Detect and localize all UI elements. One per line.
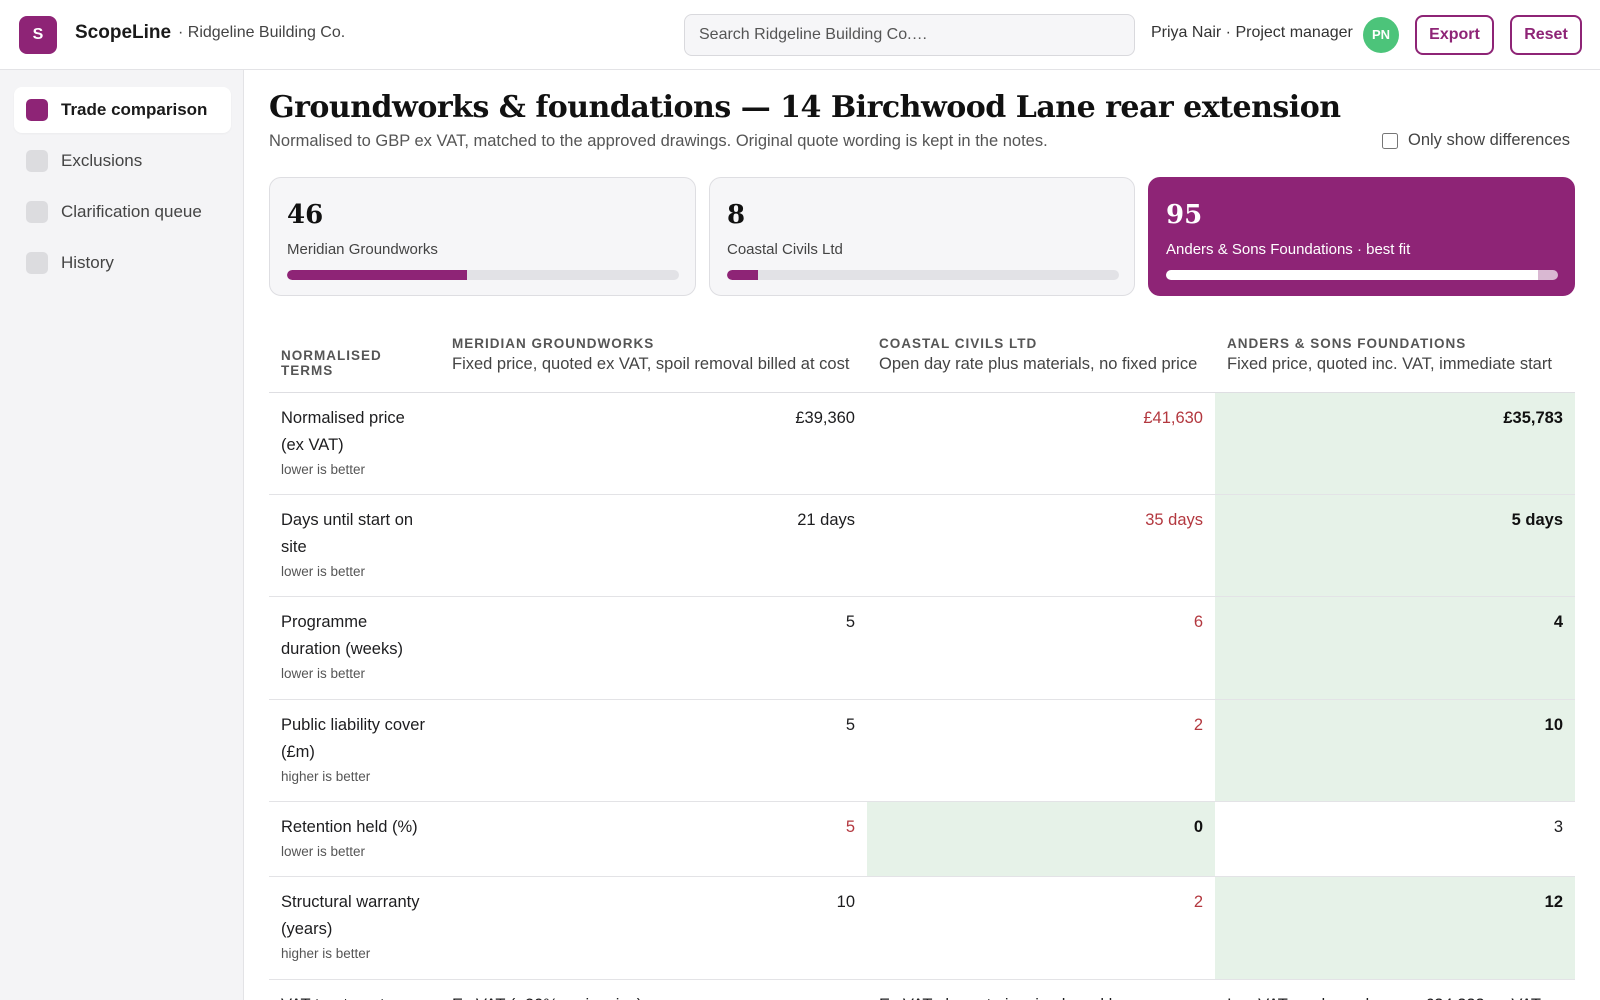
table-row: Days until start on site lower is better 2… [269, 494, 1575, 597]
value-cell: 5 [440, 596, 867, 700]
sidebar-item-label: Exclusions [61, 151, 143, 170]
term-cell: Days until start on site lower is better [269, 494, 440, 597]
supplier-name: Anders & Sons Foundations · best fit [1166, 241, 1411, 258]
only-differences-checkbox[interactable] [1382, 132, 1398, 149]
best-value-cell: 0 [867, 801, 1215, 877]
supplier-name: Meridian Groundworks [287, 241, 438, 258]
term-label: VAT treatment [281, 996, 385, 1000]
sidebar-item-clarification-queue[interactable]: Clarification queue [14, 189, 231, 235]
best-value-cell: 5 days [1215, 494, 1575, 597]
term-hint: higher is better [281, 946, 371, 961]
worst-value-cell: 5 [440, 801, 867, 877]
supplier-column-header: ANDERS & SONS FOUNDATIONS Fixed price, qu… [1215, 316, 1575, 393]
best-value-cell: 12 [1215, 876, 1575, 980]
term-cell: Programme duration (weeks) lower is bette… [269, 596, 440, 700]
score-bar-fill [287, 270, 468, 280]
app-logo: S [19, 16, 57, 54]
value-cell: 10 [440, 876, 867, 980]
sidebar-item-trade-comparison[interactable]: Trade comparison [14, 87, 231, 133]
app-name: ScopeLine [75, 22, 172, 43]
value-cell: 3 [1215, 801, 1575, 877]
worst-value-cell: 35 days [867, 494, 1215, 597]
term-label: Normalised price (ex VAT) [281, 409, 405, 454]
worst-value-cell: 2 [867, 699, 1215, 802]
score-bar-fill [1166, 270, 1539, 280]
table-row: Structural warranty (years) higher is bet… [269, 876, 1575, 980]
score-bar [287, 270, 679, 280]
sidebar: Trade comparison Exclusions Clarificatio… [0, 70, 244, 1000]
terms-column-header: NORMALISED TERMS [269, 316, 440, 393]
table-row: Retention held (%) lower is better 5 0 3 [269, 801, 1575, 877]
value-cell: Inc. VAT — shown here as £34,333 ex VAT [1215, 979, 1575, 1000]
page-title: Groundworks & foundations — 14 Birchwood… [269, 90, 1341, 125]
score-card-coastal[interactable]: 8 Coastal Civils Ltd [709, 177, 1135, 296]
term-cell: Retention held (%) lower is better [269, 801, 440, 877]
value-cell: Ex VAT, day-rate invoiced weekly [867, 979, 1215, 1000]
top-bar: S ScopeLine · Ridgeline Building Co. Pri… [0, 0, 1600, 70]
score-card-anders[interactable]: 95 Anders & Sons Foundations · best fit [1148, 177, 1575, 296]
search-input[interactable] [684, 14, 1135, 56]
term-label: Structural warranty (years) [281, 893, 420, 938]
term-cell: VAT treatment [269, 979, 440, 1000]
supplier-name: Coastal Civils Ltd [727, 241, 843, 258]
supplier-column-header: COASTAL CIVILS LTD Open day rate plus mat… [867, 316, 1215, 393]
worst-value-cell: 6 [867, 596, 1215, 700]
term-label: Retention held (%) [281, 818, 418, 836]
term-cell: Structural warranty (years) higher is bet… [269, 876, 440, 980]
nav-square-icon [26, 252, 48, 274]
organisation-name: · Ridgeline Building Co. [178, 24, 346, 41]
best-value-cell: 10 [1215, 699, 1575, 802]
page-subtitle: Normalised to GBP ex VAT, matched to the… [269, 132, 1048, 150]
user-name: Priya Nair · Project manager [1151, 24, 1353, 41]
export-button[interactable]: Export [1415, 15, 1494, 55]
worst-value-cell: 2 [867, 876, 1215, 980]
term-hint: lower is better [281, 844, 366, 859]
term-hint: lower is better [281, 564, 366, 579]
score-value: 8 [727, 200, 746, 230]
nav-square-icon [26, 201, 48, 223]
term-hint: higher is better [281, 769, 371, 784]
table-row: Programme duration (weeks) lower is bette… [269, 596, 1575, 700]
nav-square-icon [26, 150, 48, 172]
comparison-table: NORMALISED TERMS MERIDIAN GROUNDWORKS Fix… [269, 316, 1575, 1000]
only-differences-label: Only show differences [1408, 131, 1571, 149]
score-bar [727, 270, 1119, 280]
table-row: Normalised price (ex VAT) lower is better… [269, 392, 1575, 495]
only-differences-toggle[interactable]: Only show differences [1382, 131, 1570, 150]
nav-square-icon [26, 99, 48, 121]
value-cell: £39,360 [440, 392, 867, 495]
table-row: VAT treatment Ex VAT (+20% on invoice)Ex … [269, 979, 1575, 1000]
score-value: 46 [287, 200, 324, 230]
best-value-cell: £35,783 [1215, 392, 1575, 495]
term-cell: Normalised price (ex VAT) lower is better [269, 392, 440, 495]
worst-value-cell: £41,630 [867, 392, 1215, 495]
score-bar [1166, 270, 1558, 280]
sidebar-item-label: Clarification queue [61, 202, 202, 221]
score-value: 95 [1166, 200, 1203, 230]
best-value-cell: 4 [1215, 596, 1575, 700]
term-hint: lower is better [281, 462, 366, 477]
term-cell: Public liability cover (£m) higher is bet… [269, 699, 440, 802]
sidebar-item-history[interactable]: History [14, 240, 231, 286]
sidebar-item-label: History [61, 253, 114, 272]
value-cell: Ex VAT (+20% on invoice) [440, 979, 867, 1000]
score-bar-fill [727, 270, 759, 280]
avatar[interactable]: PN [1363, 17, 1399, 53]
score-card-meridian[interactable]: 46 Meridian Groundworks [269, 177, 696, 296]
value-cell: 21 days [440, 494, 867, 597]
term-label: Public liability cover (£m) [281, 716, 425, 761]
term-hint: lower is better [281, 666, 366, 681]
supplier-column-header: MERIDIAN GROUNDWORKS Fixed price, quoted … [440, 316, 867, 393]
term-label: Programme duration (weeks) [281, 613, 403, 658]
table-header-row: NORMALISED TERMS MERIDIAN GROUNDWORKS Fix… [269, 316, 1575, 393]
value-cell: 5 [440, 699, 867, 802]
term-label: Days until start on site [281, 511, 414, 556]
table-row: Public liability cover (£m) higher is bet… [269, 699, 1575, 802]
sidebar-item-exclusions[interactable]: Exclusions [14, 138, 231, 184]
sidebar-item-label: Trade comparison [61, 100, 208, 119]
reset-button[interactable]: Reset [1510, 15, 1582, 55]
